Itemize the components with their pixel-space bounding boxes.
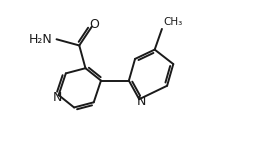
- Text: N: N: [52, 91, 62, 104]
- Text: H₂N: H₂N: [29, 33, 52, 46]
- Text: N: N: [136, 95, 146, 108]
- Text: O: O: [89, 18, 99, 31]
- Text: CH₃: CH₃: [163, 17, 182, 27]
